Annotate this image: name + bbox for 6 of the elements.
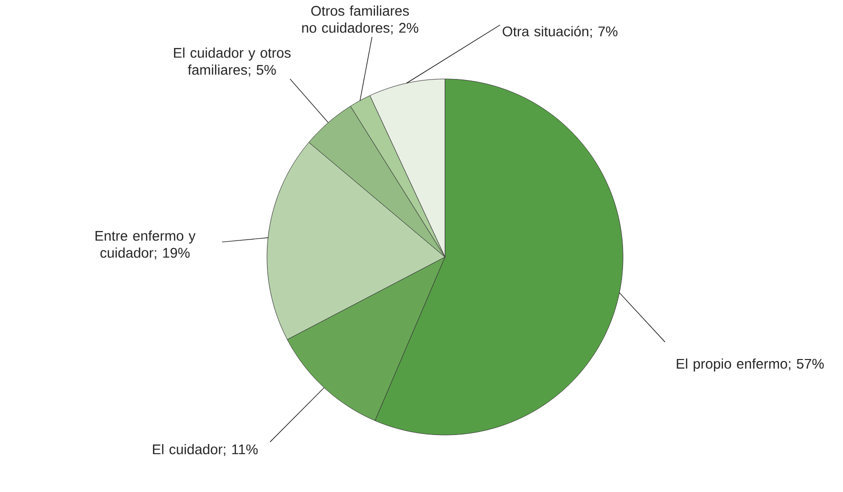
slice-label: Otros familiares no cuidadores; 2% [302, 6, 418, 34]
slice-label: El cuidador; 11% [152, 444, 258, 456]
slice-label: Entre enfermo y cuidador; 19% [96, 230, 196, 260]
slice-label: El cuidador y otros familiares; 5% [174, 48, 291, 76]
slice-label: El propio enfermo; 57% [676, 358, 824, 372]
slice-label: Otra situación; 7% [502, 26, 618, 38]
